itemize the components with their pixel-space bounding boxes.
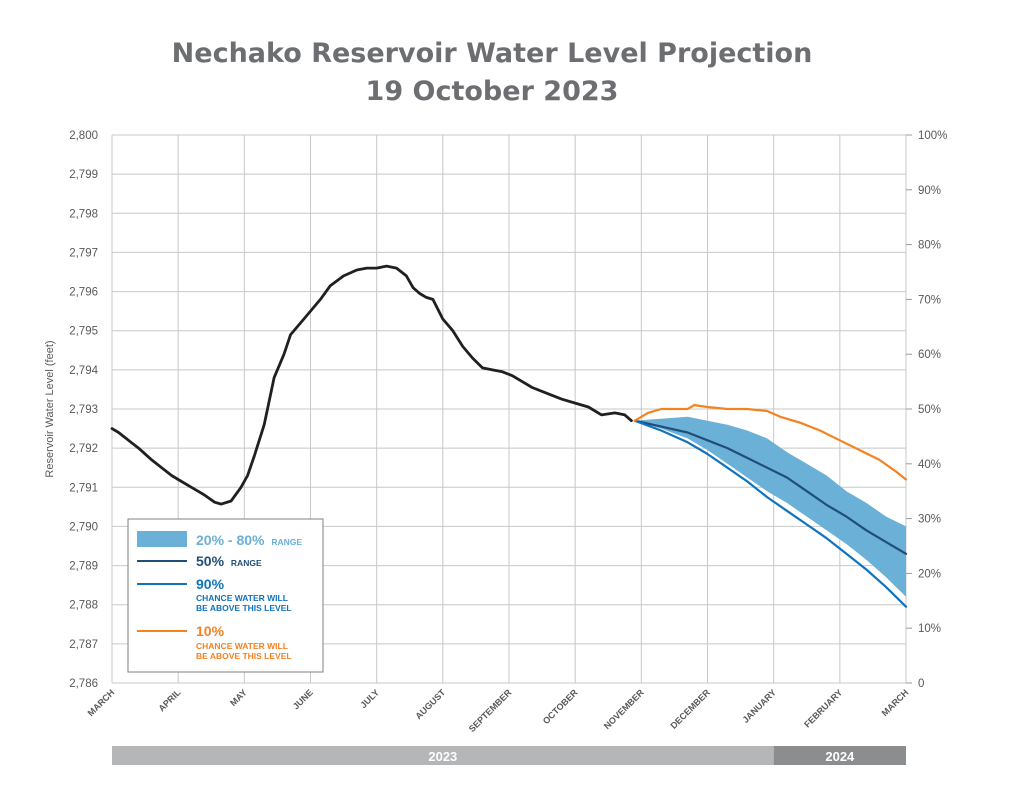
y2-tick-label: 60%	[918, 349, 941, 361]
chart-legend: 20% - 80% RANGE 50% RANGE 90% CHANCE WAT…	[127, 518, 324, 673]
series-50pct	[633, 419, 908, 555]
x-month-label: APRIL	[156, 687, 183, 714]
y2-tick-label: 0	[918, 678, 924, 690]
y2-tick-label: 40%	[918, 459, 941, 471]
y2-tick-label: 100%	[918, 130, 947, 142]
y-tick-label: 2,795	[69, 326, 98, 338]
year-label: 2023	[428, 749, 457, 764]
svg-text:20% - 80% RANGE: 20% - 80% RANGE	[196, 532, 302, 548]
series-90pct	[633, 419, 908, 608]
chart-title: Nechako Reservoir Water Level Projection	[171, 38, 813, 69]
y-tick-label: 2,794	[69, 365, 98, 377]
legend-median-word: RANGE	[231, 558, 262, 568]
chart-subtitle: 19 October 2023	[365, 76, 619, 107]
y-tick-label: 2,798	[69, 208, 98, 220]
y-tick-label: 2,788	[69, 600, 98, 612]
y2-tick-label: 10%	[918, 623, 941, 635]
year-label: 2024	[825, 749, 855, 764]
y-tick-label: 2,799	[69, 169, 98, 181]
legend-median-pct: 50%	[196, 553, 225, 569]
legend-band-swatch	[137, 531, 187, 547]
legend-p90-pct: 90%	[196, 576, 225, 592]
legend-p10-line1: CHANCE WATER WILL	[196, 641, 288, 651]
x-month-label: NOVEMBER	[602, 687, 646, 731]
y-tick-label: 2,792	[69, 443, 98, 455]
legend-band-word: RANGE	[271, 537, 302, 547]
y2-tick-label: 80%	[918, 240, 941, 252]
legend-p10-pct: 10%	[196, 623, 225, 639]
y-tick-label: 2,790	[69, 521, 98, 533]
legend-band-pct: 20% - 80%	[196, 532, 265, 548]
x-month-label: DECEMBER	[668, 687, 712, 731]
series-10pct	[633, 404, 908, 481]
x-month-label: SEPTEMBER	[467, 687, 514, 734]
y-tick-label: 2,797	[69, 247, 98, 259]
x-month-label: JULY	[358, 687, 381, 710]
x-month-label: JANUARY	[740, 687, 778, 725]
svg-text:50% RANGE: 50% RANGE	[196, 553, 262, 569]
y-tick-label: 2,800	[69, 130, 98, 142]
x-month-label: JUNE	[291, 687, 315, 711]
x-month-label: AUGUST	[413, 687, 447, 721]
y-tick-label: 2,793	[69, 404, 98, 416]
y2-tick-label: 90%	[918, 185, 941, 197]
x-month-label: MARCH	[880, 687, 911, 718]
x-month-label: OCTOBER	[541, 687, 580, 726]
y-tick-label: 2,789	[69, 561, 98, 573]
y-axis-title: Reservoir Water Level (feet)	[44, 340, 56, 477]
series-observed	[110, 264, 633, 506]
y-tick-label: 2,796	[69, 287, 98, 299]
y2-tick-label: 20%	[918, 568, 941, 580]
legend-p90-line2: BE ABOVE THIS LEVEL	[196, 603, 292, 613]
y2-tick-label: 50%	[918, 404, 941, 416]
y-tick-label: 2,787	[69, 639, 98, 651]
x-month-label: FEBRUARY	[802, 687, 844, 729]
y-tick-label: 2,786	[69, 678, 98, 690]
legend-p10-line2: BE ABOVE THIS LEVEL	[196, 651, 292, 661]
x-month-label: MARCH	[86, 687, 117, 718]
y2-tick-label: 30%	[918, 514, 941, 526]
year-bar-segment	[773, 746, 906, 765]
y-tick-label: 2,791	[69, 482, 98, 494]
y2-tick-label: 70%	[918, 294, 941, 306]
band-20-80	[634, 416, 906, 597]
x-month-label: MAY	[228, 687, 249, 708]
legend-p90-line1: CHANCE WATER WILL	[196, 593, 288, 603]
year-bar-segment	[112, 746, 774, 765]
